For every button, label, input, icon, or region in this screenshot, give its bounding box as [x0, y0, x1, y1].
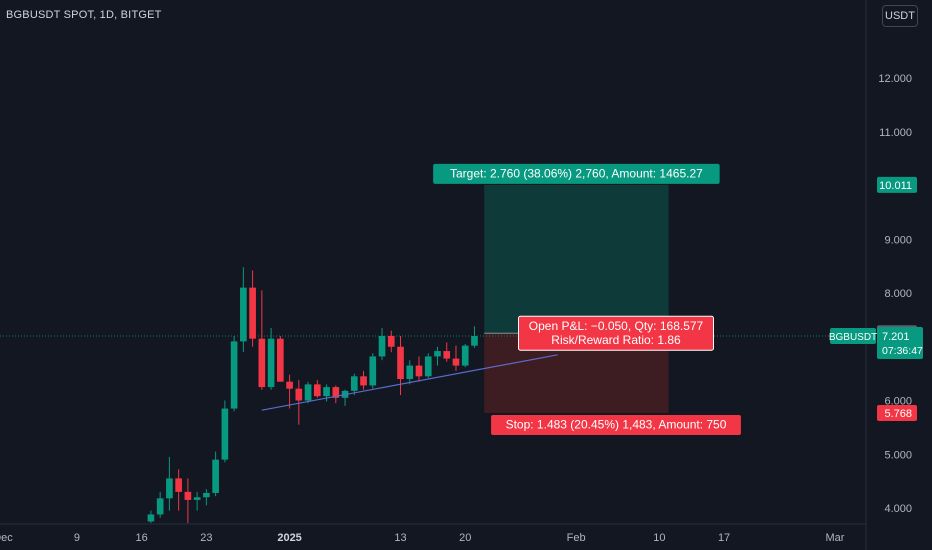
- candle-body: [369, 356, 377, 386]
- candle-body: [350, 376, 358, 391]
- candle-body: [203, 492, 210, 498]
- candle-body: [313, 384, 321, 397]
- x-tick-label: 23: [200, 532, 212, 544]
- y-tick-label: 4.000: [884, 503, 912, 515]
- candle-body: [258, 338, 266, 388]
- trendline: [261, 354, 558, 411]
- candle-body: [277, 338, 284, 382]
- candle-body: [184, 491, 192, 500]
- target-label-text: Target: 2.760 (38.06%) 2,760, Amount: 14…: [450, 166, 703, 180]
- pnl-label-text: Open P&L: −0.050, Qty: 168.577: [529, 319, 704, 333]
- target-price-tag-text: 10.011: [879, 180, 912, 192]
- candle-body: [156, 498, 164, 515]
- candle-body: [295, 388, 303, 401]
- candle-body: [424, 356, 432, 377]
- candle-body: [415, 365, 423, 377]
- x-tick-label: 2025: [277, 532, 301, 544]
- candle-body: [387, 336, 395, 347]
- candle-body: [332, 387, 340, 398]
- candle-body: [360, 376, 367, 386]
- target-price-tag: 10.011: [877, 176, 917, 193]
- candle-body: [147, 514, 155, 522]
- stop-label-text: Stop: 1.483 (20.45%) 1,483, Amount: 750: [506, 417, 727, 431]
- y-tick-label: 8.000: [884, 288, 912, 300]
- x-tick-label: 17: [718, 532, 730, 544]
- currency-button[interactable]: USDT: [882, 5, 918, 27]
- pnl-label-text: Risk/Reward Ratio: 1.86: [551, 333, 681, 347]
- y-tick-label: 5.000: [884, 449, 912, 461]
- current-price-bg: [877, 326, 923, 359]
- current-price-text: 7.201: [882, 331, 910, 343]
- target-zone: [484, 184, 669, 334]
- symbol-badge: BGBUSDT: [829, 327, 877, 344]
- candle-body: [166, 478, 173, 499]
- countdown-text: 07:36:47: [882, 345, 923, 357]
- y-tick-label: 9.000: [884, 234, 912, 246]
- candle-body: [461, 345, 469, 366]
- candle-body: [397, 346, 404, 379]
- stop-label: Stop: 1.483 (20.45%) 1,483, Amount: 750: [491, 414, 741, 435]
- candle-body: [175, 478, 182, 492]
- candle-body: [406, 365, 414, 379]
- x-tick-label: Feb: [567, 532, 586, 544]
- stop-price-tag-text: 5.768: [884, 408, 912, 420]
- candle-body: [212, 459, 219, 493]
- pnl-label-bg: [518, 315, 714, 351]
- target-price-tag-bg: [877, 176, 917, 193]
- candle-body: [193, 497, 201, 500]
- stop-price-tag: 5.768: [877, 404, 917, 421]
- x-tick-label: 10: [653, 532, 665, 544]
- candle-body: [286, 381, 293, 389]
- stop-label-bg: [491, 414, 741, 435]
- x-tick-label: 13: [394, 532, 406, 544]
- candle-body: [443, 351, 451, 359]
- candle-body: [249, 287, 256, 339]
- symbol-title: BGBUSDT SPOT, 1D, BITGET: [6, 9, 162, 21]
- candle-body: [230, 341, 238, 409]
- candle-body: [452, 358, 460, 366]
- x-tick-label: 20: [459, 532, 471, 544]
- current-price-tag: 7.201 07:36:47: [877, 326, 923, 359]
- candle-body: [378, 336, 386, 357]
- candle-body: [434, 351, 441, 357]
- x-tick-label: Dec: [0, 532, 13, 544]
- candle-body: [323, 387, 330, 397]
- x-tick-label: 9: [74, 532, 80, 544]
- x-tick-label: 16: [136, 532, 148, 544]
- symbol-badge-bg: [830, 327, 876, 344]
- candle-body: [240, 287, 247, 342]
- candle-body: [221, 408, 229, 460]
- symbol-badge-text: BGBUSDT: [829, 332, 877, 343]
- candle-body: [267, 338, 275, 388]
- target-label-bg: [433, 163, 720, 184]
- stop-price-tag-bg: [877, 404, 917, 421]
- pnl-label: Open P&L: −0.050, Qty: 168.577Risk/Rewar…: [518, 315, 714, 351]
- y-tick-label: 12.000: [878, 73, 912, 85]
- candle-body: [304, 384, 312, 401]
- target-label: Target: 2.760 (38.06%) 2,760, Amount: 14…: [433, 163, 720, 184]
- y-tick-label: 6.000: [884, 396, 912, 408]
- candle-body: [471, 336, 478, 346]
- y-tick-label: 11.000: [879, 127, 912, 139]
- x-tick-label: Mar: [826, 532, 845, 544]
